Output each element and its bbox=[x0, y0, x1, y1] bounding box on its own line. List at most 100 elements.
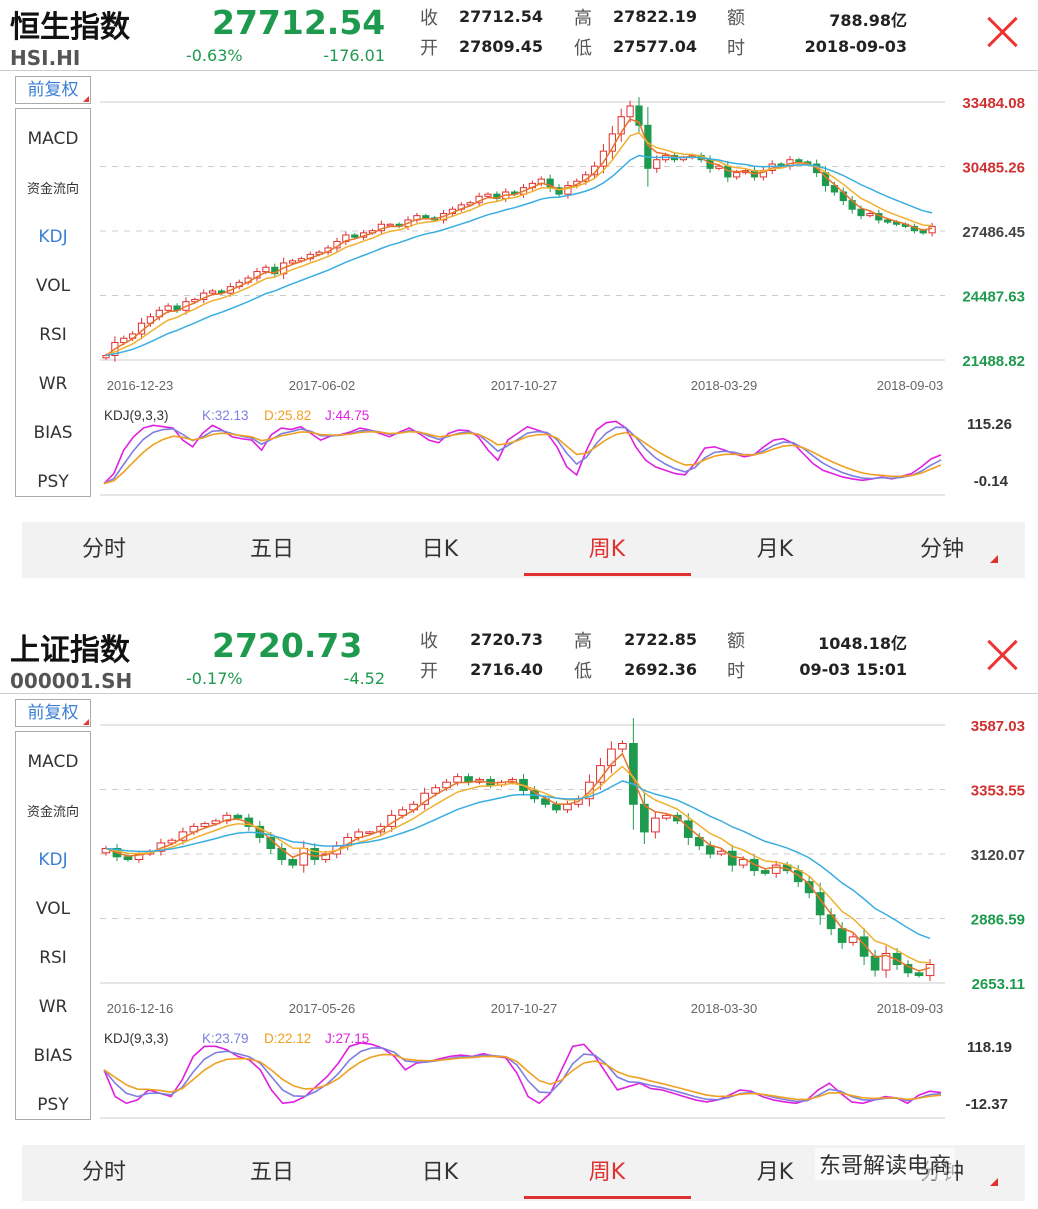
indicator-wr[interactable]: WR bbox=[38, 374, 68, 394]
candle-body bbox=[288, 859, 298, 866]
quote-header: 上证指数 000001.SH 2720.73 -0.17% -4.52 收 27… bbox=[0, 623, 1038, 693]
adjust-button[interactable]: 前复权 bbox=[15, 76, 91, 104]
indicator-wr[interactable]: WR bbox=[38, 997, 68, 1017]
tab-1[interactable]: 五日 bbox=[249, 537, 294, 562]
tab-2[interactable]: 日K bbox=[421, 1160, 459, 1185]
candle-body bbox=[683, 820, 693, 838]
kdj-legend: D:25.82 bbox=[264, 408, 311, 423]
candle-body bbox=[102, 354, 110, 359]
price-chart: 33484.08 30485.26 27486.45 24487.63 21488.82… bbox=[100, 95, 1025, 496]
dropdown-icon bbox=[990, 555, 998, 563]
tab-4[interactable]: 月K bbox=[756, 1160, 794, 1185]
open-value: 2716.40 bbox=[470, 660, 543, 679]
candle-body bbox=[661, 814, 671, 819]
candle-body bbox=[626, 105, 634, 118]
candle-body bbox=[650, 817, 660, 833]
kdj-d-line bbox=[103, 1053, 942, 1101]
candle-body bbox=[607, 748, 616, 767]
candle-body bbox=[398, 809, 407, 816]
adjust-button[interactable]: 前复权 bbox=[15, 699, 91, 727]
close-value: 27712.54 bbox=[458, 7, 543, 26]
time-value: 09-03 15:01 bbox=[799, 660, 907, 679]
y-axis-label: 30485.26 bbox=[962, 160, 1025, 177]
indicator-bias[interactable]: BIAS bbox=[33, 1046, 73, 1066]
amount-value: 1048.18亿 bbox=[818, 634, 907, 653]
candle-body bbox=[859, 936, 869, 957]
candle-body bbox=[870, 955, 880, 971]
indicator-psy[interactable]: PSY bbox=[37, 1095, 69, 1115]
candle-body bbox=[804, 881, 814, 894]
x-axis-label: 2017-10-27 bbox=[491, 1001, 558, 1016]
header-divider bbox=[0, 70, 1038, 71]
candle-body bbox=[617, 116, 625, 135]
current-price: 27712.54 bbox=[212, 3, 386, 42]
candle-body bbox=[705, 845, 715, 855]
kdj-legend: KDJ(9,3,3) bbox=[104, 1031, 169, 1046]
x-axis-label: 2016-12-23 bbox=[107, 378, 174, 393]
indicator-psy[interactable]: PSY bbox=[37, 472, 69, 492]
candle-body bbox=[590, 165, 599, 176]
ma-line bbox=[105, 780, 931, 940]
candle-body bbox=[760, 870, 770, 874]
candle-body bbox=[795, 159, 803, 163]
candle-body bbox=[925, 964, 935, 977]
tab-4[interactable]: 月K bbox=[756, 537, 794, 562]
indicator-vol[interactable]: VOL bbox=[35, 276, 71, 296]
tab-3[interactable]: 周K bbox=[588, 1160, 626, 1185]
tab-3[interactable]: 周K bbox=[588, 537, 626, 562]
indicator-macd[interactable]: MACD bbox=[27, 752, 79, 772]
candle-body bbox=[738, 859, 748, 866]
tab-0[interactable]: 分时 bbox=[81, 1160, 126, 1185]
y-axis-label: 3120.07 bbox=[971, 847, 1025, 864]
x-axis-label: 2017-06-02 bbox=[289, 378, 356, 393]
tab-5[interactable]: 分钟 bbox=[872, 522, 1012, 578]
indicator-bias[interactable]: BIAS bbox=[33, 423, 73, 443]
kdj-legend: K:23.79 bbox=[202, 1031, 249, 1046]
indicator-资金流向[interactable]: 资金流向 bbox=[26, 182, 79, 197]
candle-body bbox=[453, 776, 462, 783]
active-tab-underline bbox=[524, 1196, 691, 1199]
ma-line bbox=[105, 118, 933, 357]
candle-body bbox=[484, 193, 492, 197]
candle-body bbox=[857, 208, 865, 217]
indicator-vol[interactable]: VOL bbox=[35, 899, 71, 919]
tab-2[interactable]: 日K bbox=[421, 537, 459, 562]
close-label: 收 bbox=[420, 631, 438, 652]
open-label: 开 bbox=[420, 661, 438, 682]
kdj-legend: KDJ(9,3,3) bbox=[104, 408, 169, 423]
dropdown-icon bbox=[990, 1178, 998, 1186]
indicator-资金流向[interactable]: 资金流向 bbox=[26, 805, 79, 820]
high-label: 高 bbox=[574, 631, 592, 652]
candle-body bbox=[848, 936, 858, 943]
x-axis-label: 2017-05-26 bbox=[289, 1001, 356, 1016]
y-axis-label: 24487.63 bbox=[962, 289, 1025, 306]
indicator-macd[interactable]: MACD bbox=[27, 129, 79, 149]
indicator-rsi[interactable]: RSI bbox=[39, 948, 67, 968]
indicator-rsi[interactable]: RSI bbox=[39, 325, 67, 345]
candle-body bbox=[564, 185, 572, 195]
tab-0[interactable]: 分时 bbox=[81, 537, 126, 562]
indicator-list: MACD 资金流向 KDJ VOL RSI WR BIAS PSY bbox=[15, 108, 91, 497]
indicator-kdj[interactable]: KDJ bbox=[38, 850, 68, 870]
kdj-y-top: 118.19 bbox=[967, 1039, 1012, 1056]
kdj-y-top: 115.26 bbox=[967, 416, 1012, 433]
candle-body bbox=[422, 215, 430, 219]
x-axis-label: 2017-10-27 bbox=[491, 378, 558, 393]
indicator-kdj[interactable]: KDJ bbox=[38, 227, 68, 247]
tab-1[interactable]: 五日 bbox=[249, 1160, 294, 1185]
candle-body bbox=[386, 223, 394, 227]
high-value: 2722.85 bbox=[624, 630, 697, 649]
candle-body bbox=[771, 864, 781, 874]
kdj-y-bottom: -12.37 bbox=[965, 1096, 1008, 1113]
candle-body bbox=[644, 124, 652, 169]
y-axis-label: 3587.03 bbox=[971, 718, 1025, 735]
candle-body bbox=[640, 803, 649, 833]
change-percent: -0.17% bbox=[186, 669, 243, 688]
open-value: 27809.45 bbox=[458, 37, 543, 56]
x-axis-label: 2018-09-03 bbox=[877, 378, 944, 393]
kdj-legend: J:27.15 bbox=[325, 1031, 369, 1046]
period-tabs: 分时 五日 日K 周K 月K 分钟 bbox=[22, 522, 1025, 578]
candle-body bbox=[830, 185, 839, 193]
index-name: 恒生指数 bbox=[10, 10, 130, 45]
candle-body bbox=[599, 150, 608, 167]
